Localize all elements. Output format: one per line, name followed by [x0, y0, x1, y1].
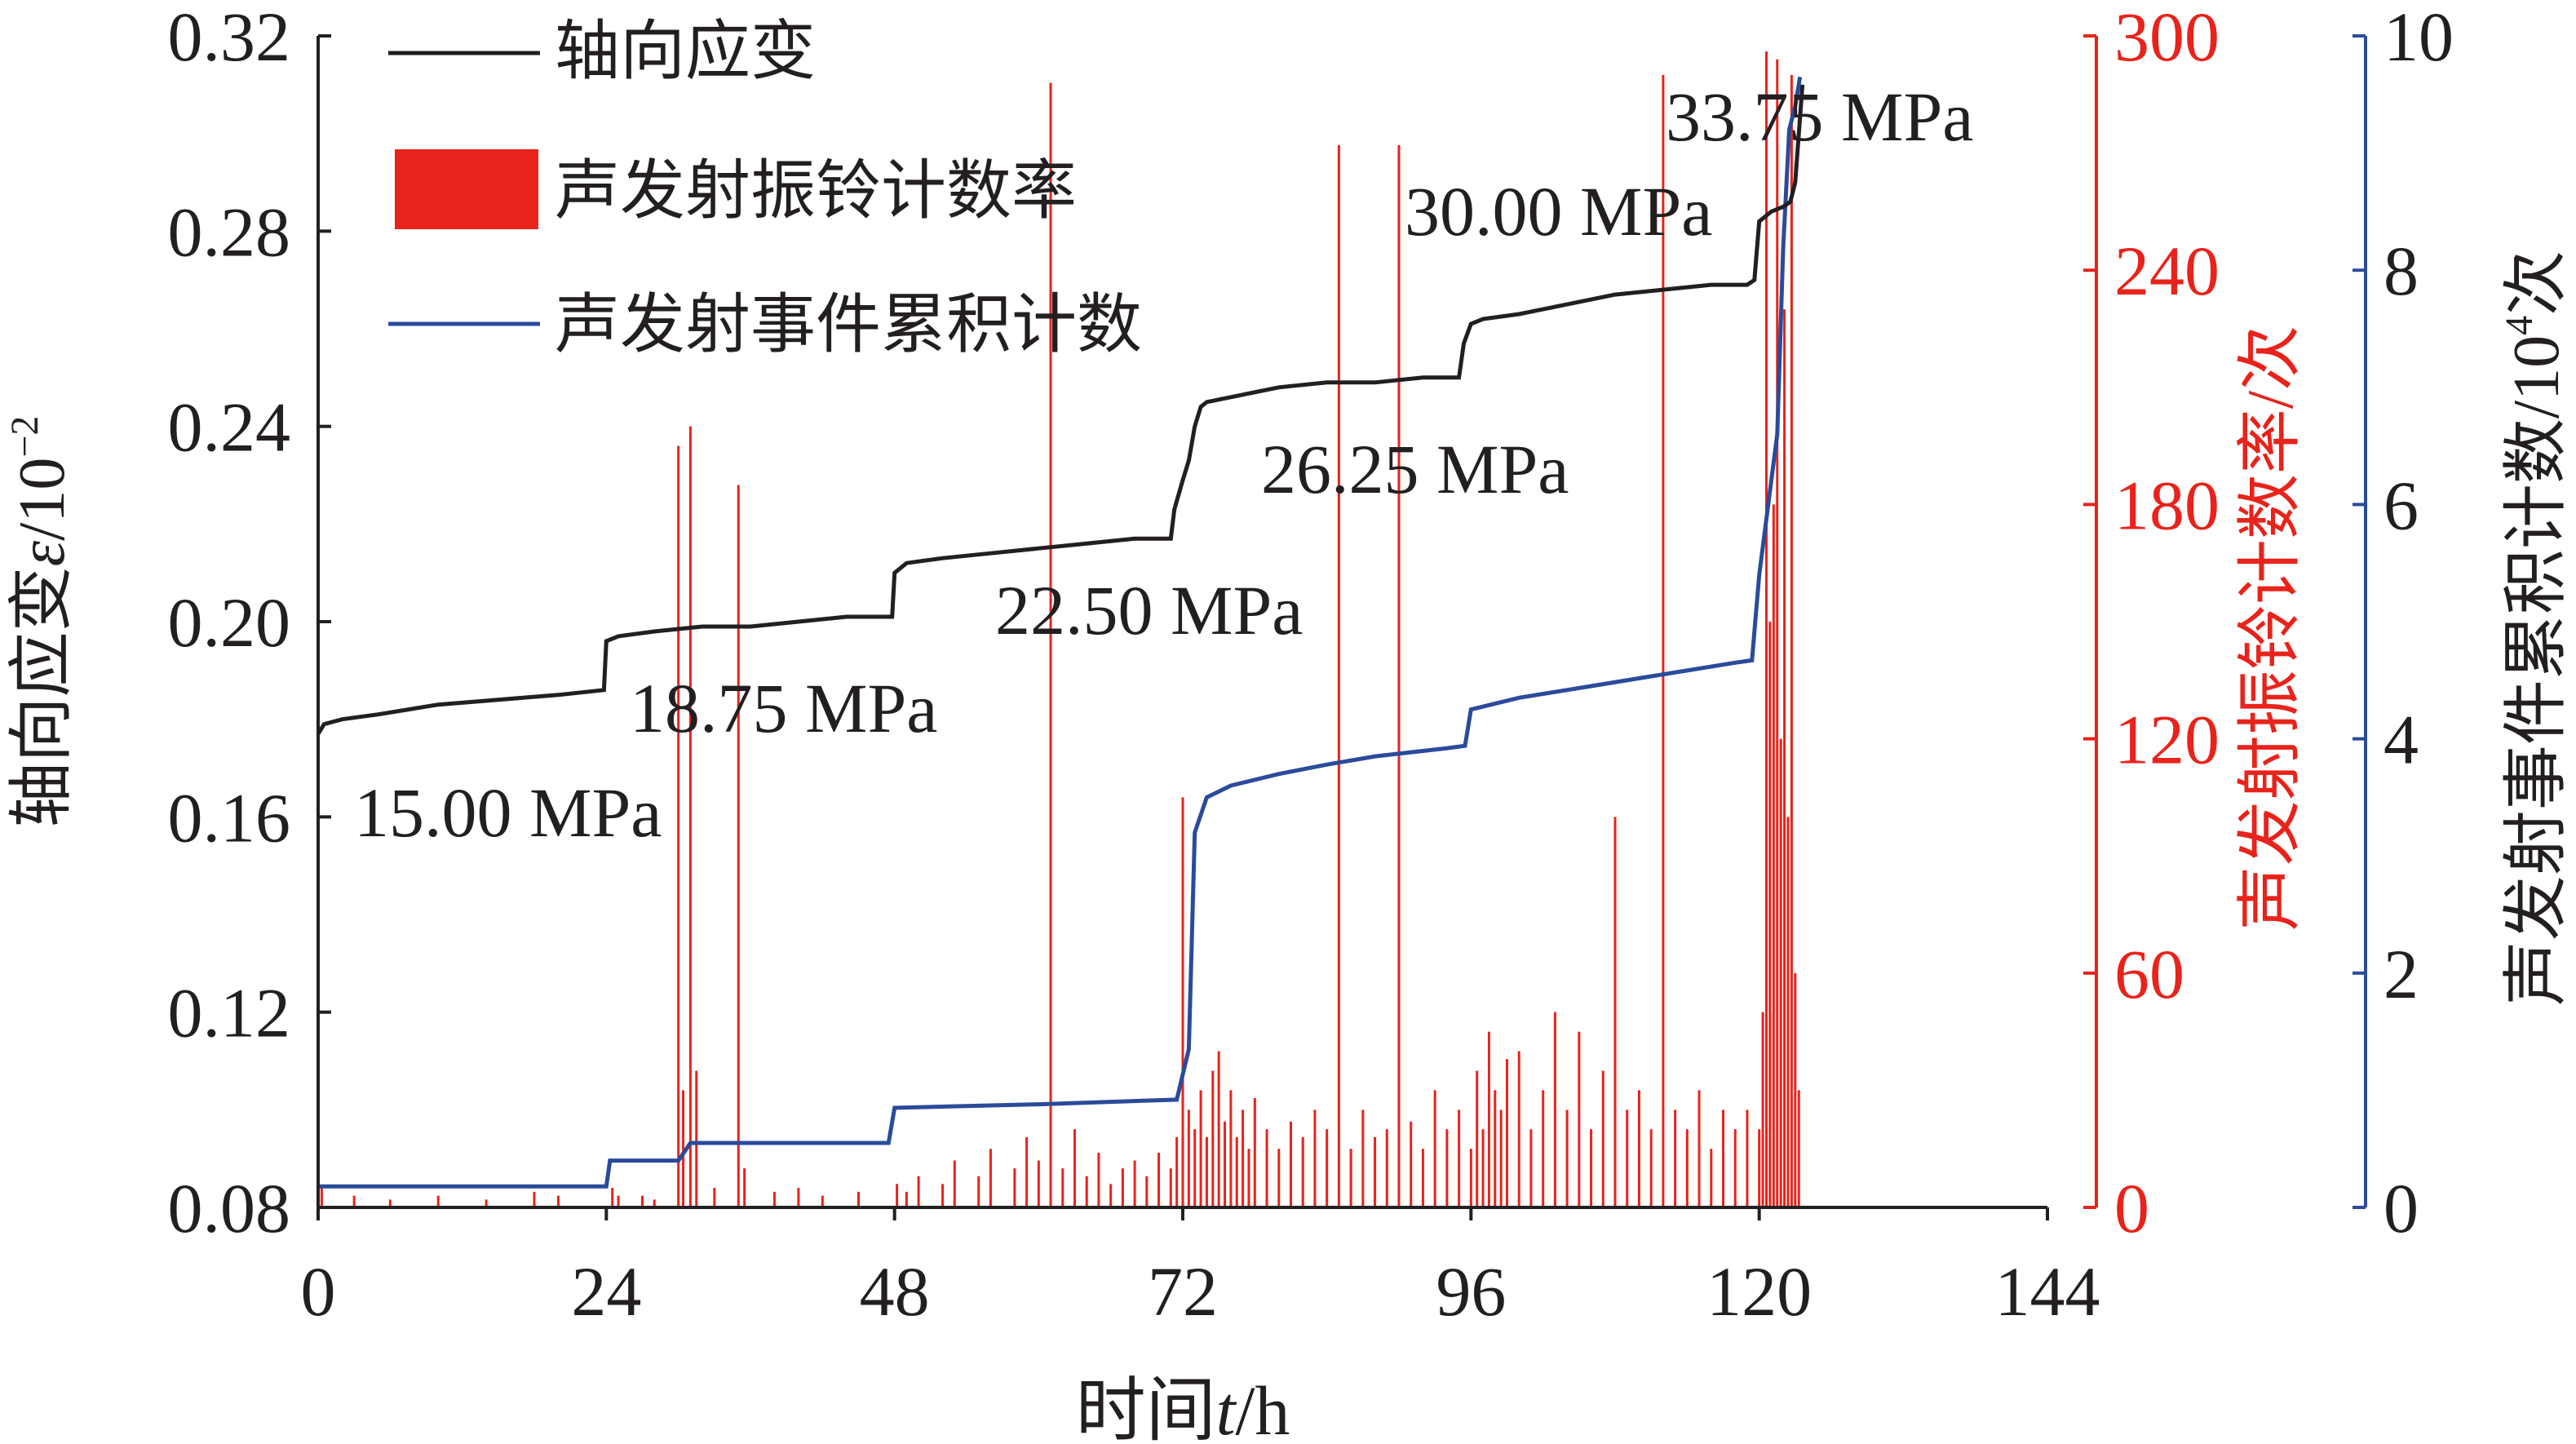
right2-y-tick-label: 2: [2383, 935, 2419, 1013]
right2-y-tick-label: 10: [2383, 0, 2454, 76]
x-tick-label: 96: [1436, 1252, 1506, 1331]
right1-y-tick-label: 120: [2114, 701, 2220, 779]
right-y-axis-cumulative-title: 声发射事件累积计数/104次: [2498, 250, 2573, 1006]
right2-y-tick-label: 6: [2383, 466, 2419, 544]
right2-y-tick-label: 8: [2383, 232, 2419, 310]
right2-y-tick-label: 0: [2383, 1169, 2419, 1247]
axial-strain-line: [316, 84, 1805, 735]
left-y-tick-label: 0.08: [168, 1169, 291, 1247]
annotation-30-00: 30.00 MPa: [1405, 172, 1712, 250]
legend-swatch-ring-rate: [395, 149, 538, 229]
left-y-tick-label: 0.20: [168, 583, 291, 662]
x-tick-label: 48: [860, 1252, 930, 1331]
cumulative-count-line: [318, 76, 1803, 1189]
x-tick-label: 72: [1148, 1252, 1218, 1331]
x-tick-label: 0: [301, 1252, 336, 1331]
right1-y-tick-label: 60: [2114, 935, 2184, 1013]
right1-y-tick-label: 0: [2114, 1169, 2149, 1247]
ring-rate-bars: [316, 51, 1800, 1207]
right2-y-tick-label: 4: [2383, 701, 2419, 779]
legend-label-cumulative: 声发射事件累积计数: [555, 290, 1142, 361]
stress-annotations: 15.00 MPa 18.75 MPa 22.50 MPa 26.25 MPa …: [354, 78, 1973, 852]
left-y-axis-title: 轴向应变ε/10−2: [3, 416, 78, 828]
legend-label-ring-rate: 声发射振铃计数率: [555, 156, 1077, 228]
left-y-tick-label: 0.28: [168, 193, 291, 271]
left-y-tick-label: 0.12: [168, 974, 291, 1052]
left-y-tick-label: 0.24: [168, 388, 291, 467]
right1-y-tick-label: 240: [2114, 232, 2220, 310]
x-axis-title: 时间t/h: [1076, 1371, 1290, 1444]
left-y-tick-label: 0.16: [168, 778, 291, 857]
annotation-33-75: 33.75 MPa: [1666, 78, 1973, 156]
x-tick-label: 120: [1706, 1252, 1812, 1331]
x-tick-label: 24: [571, 1252, 641, 1331]
legend-label-strain: 轴向应变: [555, 16, 816, 88]
tick-labels: 0 24 48 72 96 120 1440.080.120.160.200.240.280…: [168, 0, 2454, 1331]
x-tick-label: 144: [1995, 1252, 2100, 1331]
right1-y-tick-label: 300: [2114, 0, 2220, 76]
annotation-18-75: 18.75 MPa: [630, 669, 937, 747]
annotation-22-50: 22.50 MPa: [995, 571, 1303, 649]
annotation-26-25: 26.25 MPa: [1261, 430, 1569, 508]
left-y-tick-label: 0.32: [168, 0, 291, 76]
legend: 轴向应变 声发射振铃计数率 声发射事件累积计数: [388, 16, 1142, 361]
annotation-15-00: 15.00 MPa: [354, 773, 662, 852]
right1-y-tick-label: 180: [2114, 466, 2220, 544]
right-y-axis-ring-rate-title: 声发射振铃计数率/次: [2235, 326, 2307, 931]
